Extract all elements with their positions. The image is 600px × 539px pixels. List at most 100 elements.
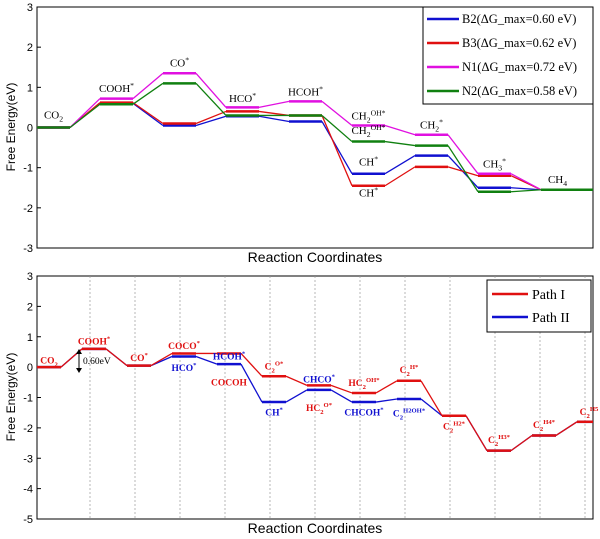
top-connector (321, 114, 353, 143)
top-connector (132, 72, 164, 100)
top-state-label: CO* (170, 55, 189, 69)
top-legend-entry: B2(ΔG_max=0.60 eV) (462, 12, 576, 26)
bottom-y-tick-label: -1 (23, 393, 33, 405)
top-connector (132, 102, 164, 127)
top-state-label: CH2* (420, 118, 443, 134)
bottom-state-label: COCO* (168, 340, 201, 352)
bottom-state-label: C2H2OH* (393, 407, 426, 421)
bottom-y-tick-label: 1 (27, 332, 33, 344)
top-connector (510, 173, 542, 191)
bottom-connector (330, 384, 353, 394)
top-y-tick-label: 1 (27, 82, 33, 94)
top-state-labels: CO2 COOH* CO* HCO* HCOH* CH2OH*CH2OH* CH* CH* CH… (44, 55, 567, 199)
top-connector (510, 189, 542, 193)
bottom-y-tick-label: -4 (23, 484, 33, 496)
bottom-legend: Path I Path II (486, 279, 592, 333)
bottom-y-tick-label: -3 (23, 453, 33, 465)
top-connector (258, 100, 290, 109)
bottom-connector (420, 398, 443, 417)
top-y-tick-label: 2 (27, 42, 33, 54)
top-state-label: COOH* (99, 81, 134, 95)
bottom-state-label: HCOH* (213, 351, 246, 363)
top-state-label: CH* (359, 186, 378, 200)
bottom-state-label: HC2OH* (348, 377, 380, 391)
top-connector (384, 155, 416, 175)
top-connector (69, 103, 101, 129)
top-connector (384, 166, 416, 187)
bottom-connector (285, 389, 308, 403)
bottom-legend-box (486, 279, 592, 333)
bottom-y-tick-label: 0 (27, 362, 33, 374)
bottom-connector (375, 398, 398, 403)
top-y-tick-label: 0 (27, 123, 33, 135)
top-connector (447, 134, 479, 175)
bottom-state-label: CH* (265, 407, 283, 419)
bottom-state-label: COOH* (78, 335, 111, 347)
bottom-connector (195, 355, 218, 365)
top-connector (195, 115, 227, 127)
bottom-connector (375, 380, 398, 394)
top-legend: B2(ΔG_max=0.60 eV) B3(ΔG_max=0.62 eV) N1(Δ… (422, 6, 594, 105)
bottom-connector (420, 380, 443, 417)
top-connector (510, 187, 542, 191)
bottom-connector (330, 389, 353, 403)
top-connector (132, 82, 164, 105)
bottom-y-tick-label: 3 (27, 271, 33, 283)
bottom-state-label: HCO* (172, 362, 198, 374)
bottom-series-0 (37, 347, 593, 452)
top-connector (321, 121, 353, 175)
bottom-panel: Free Energy(eV) Reaction Coordinates -5-… (4, 271, 599, 536)
top-connector (258, 115, 290, 123)
bottom-state-label: C2H* (400, 364, 419, 378)
bottom-connector (240, 363, 263, 403)
bottom-state-label: COCOH (211, 378, 248, 388)
top-legend-entry: N1(ΔG_max=0.72 eV) (462, 60, 577, 74)
bottom-connector (240, 353, 263, 377)
bottom-state-label: C2H5 (580, 406, 599, 420)
top-state-label: CH4 (548, 174, 567, 188)
top-state-label: HCOH* (288, 84, 323, 98)
bottom-connector (555, 421, 578, 437)
top-state-label: CH2OH* (351, 123, 385, 139)
top-y-tick-label: -2 (23, 203, 33, 215)
bottom-state-label: CO2 (40, 356, 58, 368)
top-series-3 (37, 82, 593, 194)
bottom-state-label: C2O* (265, 360, 284, 374)
top-legend-entry: B3(ΔG_max=0.62 eV) (462, 36, 576, 50)
top-y-tick-label: -3 (23, 243, 33, 255)
top-state-label: CH* (359, 155, 378, 169)
bottom-state-label: C2H4* (533, 419, 556, 433)
top-connector (195, 82, 227, 116)
top-panel: Free Energy(eV) Reaction Coordinates -3 -… (4, 2, 594, 265)
top-connector (321, 100, 353, 126)
top-state-label: CH3* (483, 157, 506, 173)
top-series (37, 72, 593, 194)
top-state-label: CO2 (44, 110, 63, 124)
top-connector (447, 145, 479, 193)
bottom-x-axis-label: Reaction Coordinates (248, 520, 383, 536)
bottom-connector (150, 352, 173, 367)
top-state-label: CH2OH* (351, 108, 385, 124)
top-y-tick-label: 3 (27, 2, 33, 14)
bottom-state-label: HC2O* (306, 402, 333, 416)
top-connector (447, 166, 479, 177)
bottom-connector (285, 375, 308, 386)
bottom-state-label: CHCOH* (344, 407, 384, 419)
bottom-y-ticks: -5 -4 -3 -2 -1 0 1 2 3 (23, 271, 41, 526)
bottom-state-label: CO* (130, 352, 148, 364)
top-connector (132, 102, 164, 125)
top-x-axis-label: Reaction Coordinates (248, 249, 383, 265)
step-arrow-head-up (76, 349, 82, 354)
bottom-legend-entry: Path II (532, 311, 570, 326)
step-arrow-head-down (76, 368, 82, 373)
top-legend-entry: N2(ΔG_max=0.58 eV) (462, 84, 577, 98)
bottom-connector (510, 434, 533, 452)
bottom-y-axis-label: Free Energy(eV) (4, 353, 18, 442)
energy-step-annotation: 0.60eV (76, 349, 111, 373)
bottom-legend-entry: Path I (532, 288, 565, 303)
top-y-tick-label: -1 (23, 163, 33, 175)
bottom-state-label: CHCO* (303, 373, 336, 385)
bottom-connector (465, 415, 488, 451)
top-connector (384, 124, 416, 136)
